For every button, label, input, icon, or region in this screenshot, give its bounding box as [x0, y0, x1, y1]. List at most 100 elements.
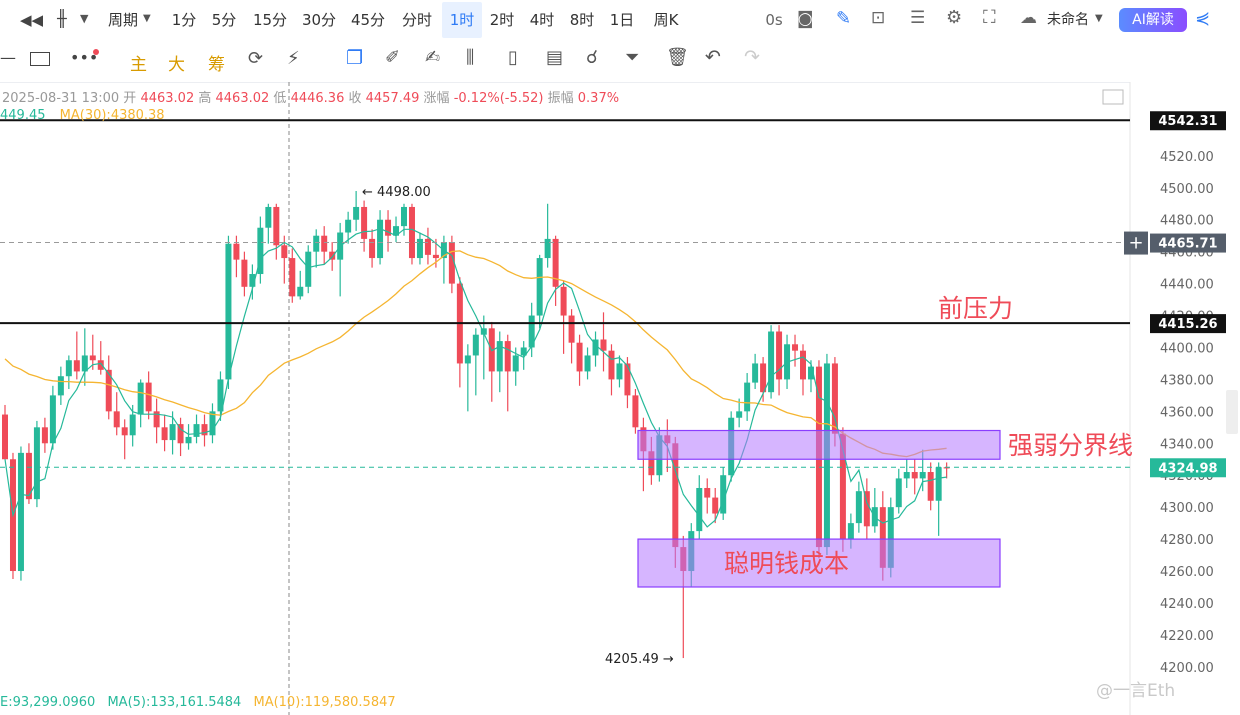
y-tick-label: 4240.00 [1160, 597, 1214, 612]
tab-interval-1m[interactable]: 1分 [171, 11, 197, 29]
candle-body [895, 478, 902, 508]
candle-body [41, 427, 48, 444]
drawing-toolbar: — ••• 主 大 筹 ⟳ ⚡ ❐ ✐ ✍ ⫼ ▯ ▤ ☌ ⏷ 🗑 ↶ ↷ [0, 40, 1240, 83]
trash-icon[interactable]: 🗑 [666, 47, 689, 68]
magnet-icon[interactable]: ☌ [586, 47, 599, 68]
candle-body [584, 355, 591, 372]
candle-body [424, 238, 431, 255]
candle-body [121, 427, 128, 436]
tab-interval-5m[interactable]: 5分 [211, 11, 237, 29]
strategy-icon[interactable]: ⚡ [287, 48, 300, 69]
ai-analysis-button[interactable]: AI解读 [1119, 8, 1187, 32]
dots-icon[interactable]: ••• [70, 48, 99, 67]
candle-body [329, 251, 336, 260]
filter-icon[interactable]: ⏷ [625, 47, 640, 68]
y-tick-label: 4500.00 [1160, 182, 1214, 197]
volume-legend-row: E:93,299.0960 MA(5):133,161.5484 MA(10):… [0, 695, 396, 710]
candle-body [520, 347, 527, 356]
camera-icon[interactable]: ◙ [797, 9, 814, 29]
zone-box [637, 429, 1001, 460]
candles-icon[interactable]: ⫼ [466, 47, 475, 68]
tab-interval-15m[interactable]: 15分 [252, 11, 288, 29]
large-order-tool[interactable]: 大 [168, 55, 185, 75]
tab-interval-1d[interactable]: 1日 [609, 11, 635, 29]
candle-body [353, 206, 360, 220]
zone-box [637, 538, 1001, 588]
level-price-label: 4324.98 [1158, 461, 1217, 476]
candle-body [401, 206, 407, 227]
ruler-icon[interactable]: ✐ [385, 47, 401, 68]
candle-body [512, 355, 519, 372]
crosshair-plus-box [1124, 231, 1148, 255]
fullscreen-icon[interactable]: ⛶ [983, 7, 996, 28]
tab-interval-8h[interactable]: 8时 [569, 11, 595, 29]
add-indicator-icon[interactable]: ⊡ [871, 8, 886, 28]
candlestick-chart[interactable]: 4200.00 4220.00 4240.00 4260.00 4280.00 4300.… [0, 82, 1240, 715]
brush-icon[interactable]: ✍ [425, 47, 441, 68]
candle-body [432, 254, 439, 259]
candle-body [225, 243, 232, 380]
pencil-icon[interactable]: ✎ [836, 8, 852, 29]
candle-body [249, 274, 256, 287]
candle-type-icon[interactable]: ╫ [57, 9, 67, 28]
candle-body [696, 487, 703, 532]
level-price-label: 4415.26 [1158, 317, 1217, 332]
level-price-tag [1150, 458, 1226, 478]
lines-icon[interactable]: ☰ [910, 8, 926, 28]
y-tick-label: 4260.00 [1160, 565, 1214, 580]
minus-icon[interactable]: — [0, 48, 16, 67]
tab-interval-30m[interactable]: 30分 [301, 11, 337, 29]
notes-icon[interactable]: ▤ [546, 47, 564, 68]
chevron-down-icon: ▼ [143, 13, 151, 24]
candle-body [568, 315, 575, 343]
tab-interval-45m[interactable]: 45分 [350, 11, 386, 29]
cloud-icon[interactable]: ☁ [1020, 8, 1037, 28]
candle-body [201, 424, 208, 436]
chip-distribution-tool[interactable]: 筹 [208, 55, 225, 75]
candle-body [57, 376, 64, 396]
gear-icon[interactable]: ⚙ [946, 7, 963, 28]
refresh-icon[interactable]: ⟳ [248, 48, 264, 69]
share-icon[interactable]: ⋞ [1195, 8, 1211, 29]
tab-interval-2h[interactable]: 2时 [489, 11, 515, 29]
candle-body [648, 451, 655, 476]
candle-body [129, 414, 136, 436]
price-axis-panel [1130, 82, 1240, 715]
status-low-label: 低 [273, 91, 287, 106]
candle-body [369, 238, 376, 259]
candle-body [592, 339, 599, 356]
period-selector[interactable]: 周期 [107, 11, 138, 29]
redo-icon[interactable]: ↷ [744, 46, 760, 68]
tab-interval-timeline[interactable]: 分时 [401, 11, 432, 29]
layout-name[interactable]: 未命名 [1047, 12, 1089, 28]
copy-icon[interactable]: ❐ [346, 47, 364, 69]
main-force-tool[interactable]: 主 [130, 55, 147, 75]
tab-interval-4h[interactable]: 4时 [529, 11, 555, 29]
candle-body [345, 219, 352, 233]
volume-ma5: MA(5):133,161.5484 [107, 695, 242, 710]
rectangle-icon[interactable] [30, 52, 50, 66]
volume-value: E:93,299.0960 [0, 695, 96, 710]
battery-icon[interactable]: ▯ [508, 47, 518, 68]
candle-body [233, 243, 240, 260]
tab-interval-1h[interactable]: 1时 [442, 2, 482, 38]
rewind-icon[interactable]: ◀◀ [20, 11, 44, 29]
candle-body [560, 286, 567, 316]
ma30-line [4, 250, 947, 458]
y-tick-label: 4200.00 [1160, 661, 1214, 676]
ma-legend-row: 449.45 MA(30):4380.38 [0, 108, 165, 123]
level-price-label: 4542.31 [1158, 114, 1217, 129]
ma5-line [4, 228, 947, 528]
candle-body [305, 251, 312, 287]
candle-body [273, 206, 280, 246]
y-tick-label: 4340.00 [1160, 437, 1214, 452]
undo-icon[interactable]: ↶ [705, 46, 721, 68]
candle-body [281, 245, 288, 259]
y-tick-label: 4380.00 [1160, 373, 1214, 388]
status-high: 4463.02 [215, 91, 270, 106]
candle-body [177, 424, 184, 444]
tab-interval-week[interactable]: 周K [653, 11, 679, 29]
status-time: 2025-08-31 13:00 [2, 91, 120, 106]
candle-body [736, 411, 743, 418]
candle-body [137, 382, 144, 415]
